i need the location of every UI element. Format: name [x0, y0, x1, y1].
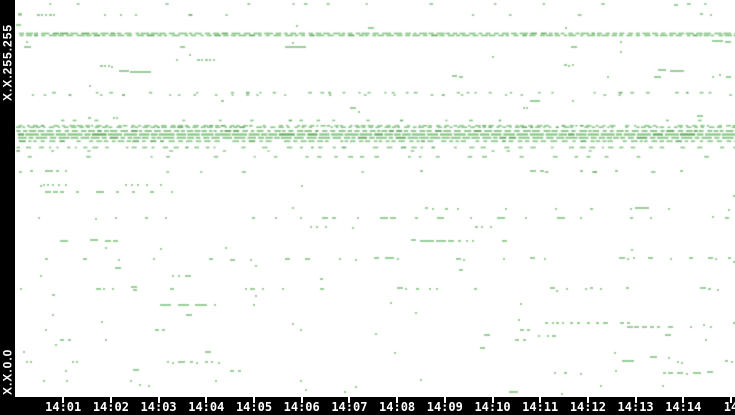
x-axis-tick	[730, 397, 732, 403]
x-axis-tick-label: 14:12	[569, 400, 606, 414]
x-axis: 14:01 14:02 14:03 14:04 14:05 14:06 14:07 14:08…	[0, 397, 735, 415]
x-axis-tick	[682, 397, 685, 403]
x-axis-tick	[300, 397, 303, 403]
x-axis-tick-label: 14:05	[235, 400, 273, 414]
x-axis-tick-label: 14:06	[283, 400, 320, 414]
x-axis-tick-label: 14:09	[426, 400, 463, 414]
x-axis-tick-label: 14:14	[665, 400, 702, 414]
y-axis-bottom-label: X.X.0.0	[0, 348, 15, 396]
x-axis-tick-label: 14:13	[617, 400, 654, 414]
x-axis-tick	[62, 397, 65, 403]
x-axis-tick-label: 14:07	[331, 400, 368, 414]
x-axis-tick	[205, 397, 208, 403]
x-axis-tick	[443, 397, 446, 403]
x-axis-tick	[348, 397, 351, 403]
x-axis-tick-label: 14:10	[474, 400, 511, 414]
x-axis-tick-label: 14:11	[522, 400, 559, 414]
x-axis-tick	[491, 397, 494, 403]
x-axis-tick-label: 14	[723, 400, 735, 414]
x-axis-tick	[396, 397, 399, 403]
x-axis-tick-label: 14:04	[188, 400, 225, 414]
x-axis-tick-label: 14:08	[379, 400, 416, 414]
x-axis-tick	[539, 397, 542, 403]
x-axis-tick	[253, 397, 255, 403]
y-axis-top-label: X.X.255.255	[0, 23, 15, 101]
x-axis-tick-label: 14:02	[92, 400, 129, 414]
x-axis-tick	[157, 397, 160, 403]
x-axis-tick-label: 14:01	[45, 400, 82, 414]
x-axis-tick	[586, 397, 589, 403]
scatter-plot-canvas	[0, 0, 735, 397]
x-axis-tick-label: 14:03	[140, 400, 177, 414]
x-axis-tick	[109, 397, 112, 403]
x-axis-tick	[634, 397, 637, 403]
y-axis: X.X.255.255 X.X.0.0	[0, 0, 15, 415]
